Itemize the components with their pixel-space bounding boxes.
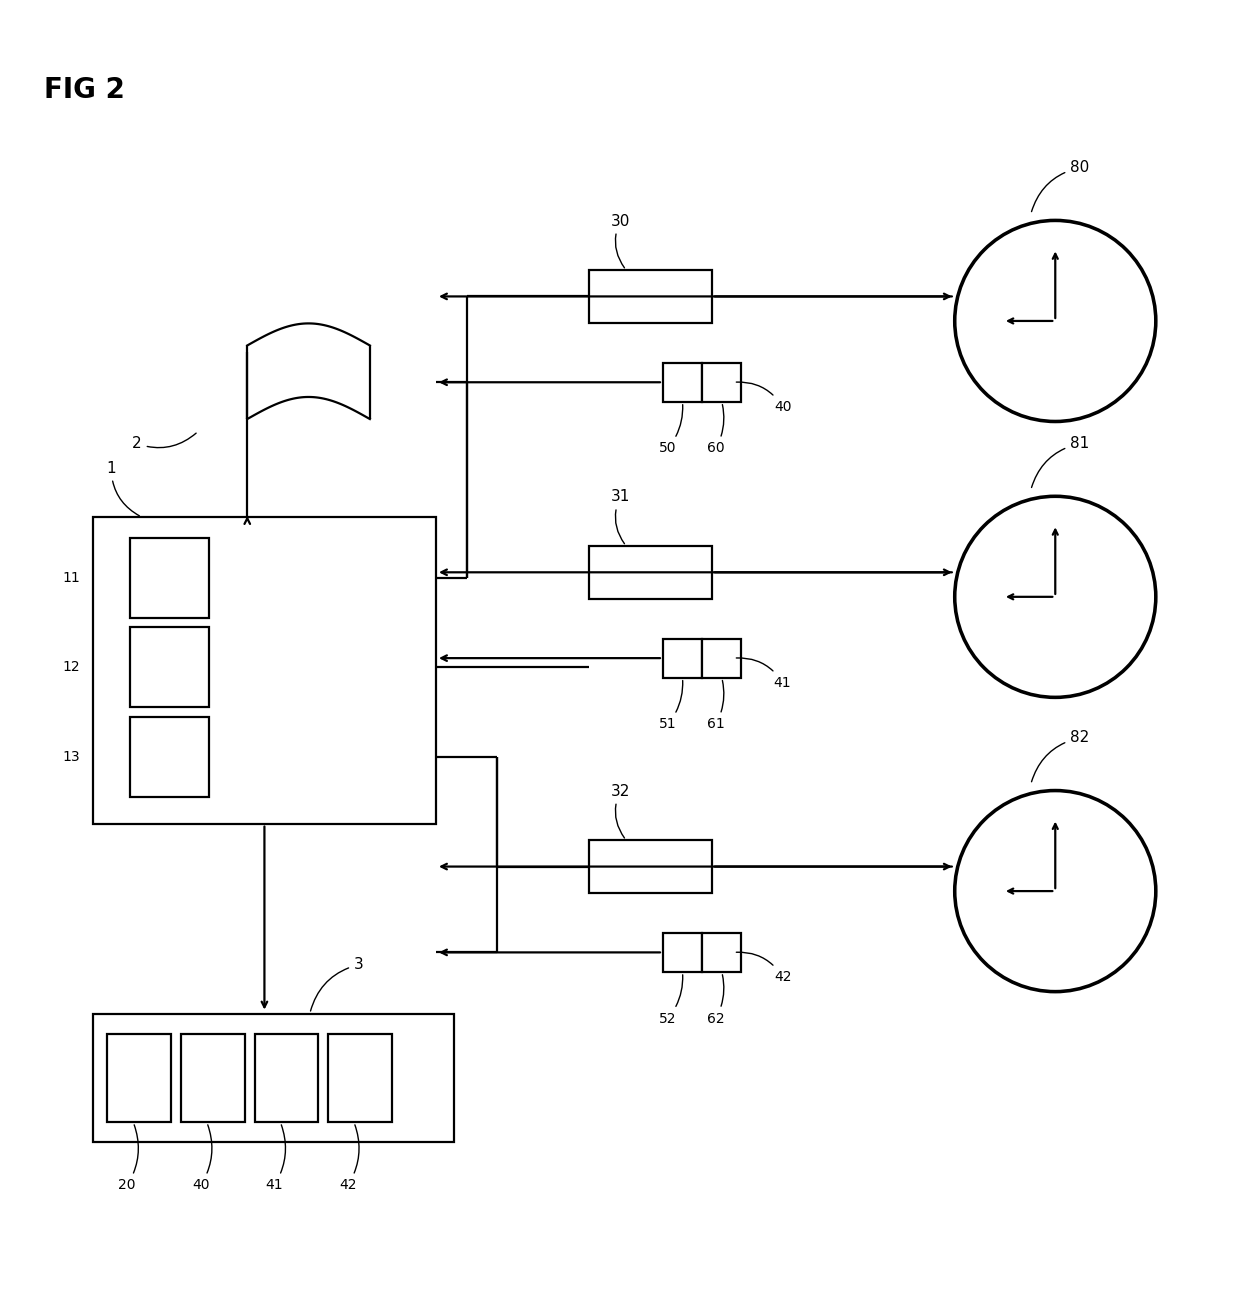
Bar	[702, 639, 742, 678]
Text: 50: 50	[660, 404, 683, 455]
Text: 51: 51	[658, 681, 683, 732]
Text: 80: 80	[1032, 160, 1090, 211]
Text: 20: 20	[118, 1125, 139, 1192]
Text: 2: 2	[133, 433, 196, 451]
Text: 42: 42	[339, 1125, 360, 1192]
Text: 3: 3	[310, 957, 363, 1011]
Text: 1: 1	[107, 460, 139, 516]
Text: 42: 42	[737, 952, 791, 985]
Bar	[663, 932, 702, 971]
Bar	[589, 840, 712, 893]
Bar	[129, 539, 210, 618]
Text: 12: 12	[63, 660, 81, 674]
Text: 52: 52	[660, 975, 683, 1026]
Bar	[108, 1034, 171, 1123]
Text: 32: 32	[610, 784, 630, 838]
Bar	[589, 546, 712, 599]
Text: 82: 82	[1032, 730, 1090, 782]
Text: 13: 13	[63, 750, 81, 764]
Bar	[93, 518, 436, 824]
Bar	[129, 717, 210, 797]
Bar	[663, 639, 702, 678]
Text: 40: 40	[737, 382, 791, 413]
Text: 30: 30	[610, 214, 630, 267]
Text: 81: 81	[1032, 436, 1090, 488]
Text: FIG 2: FIG 2	[43, 76, 124, 104]
Bar	[702, 932, 742, 971]
Text: 11: 11	[63, 571, 81, 584]
Text: 40: 40	[192, 1125, 212, 1192]
Text: 41: 41	[737, 659, 791, 690]
Text: 62: 62	[707, 974, 724, 1026]
Bar	[181, 1034, 244, 1123]
Bar	[702, 363, 742, 402]
Text: 31: 31	[610, 489, 630, 544]
Bar	[589, 270, 712, 323]
Bar	[663, 363, 702, 402]
Bar	[93, 1013, 455, 1142]
Bar	[254, 1034, 319, 1123]
Bar	[329, 1034, 392, 1123]
Text: 61: 61	[707, 681, 724, 732]
Text: 60: 60	[707, 404, 724, 455]
Bar	[129, 627, 210, 707]
Text: 41: 41	[265, 1125, 285, 1192]
